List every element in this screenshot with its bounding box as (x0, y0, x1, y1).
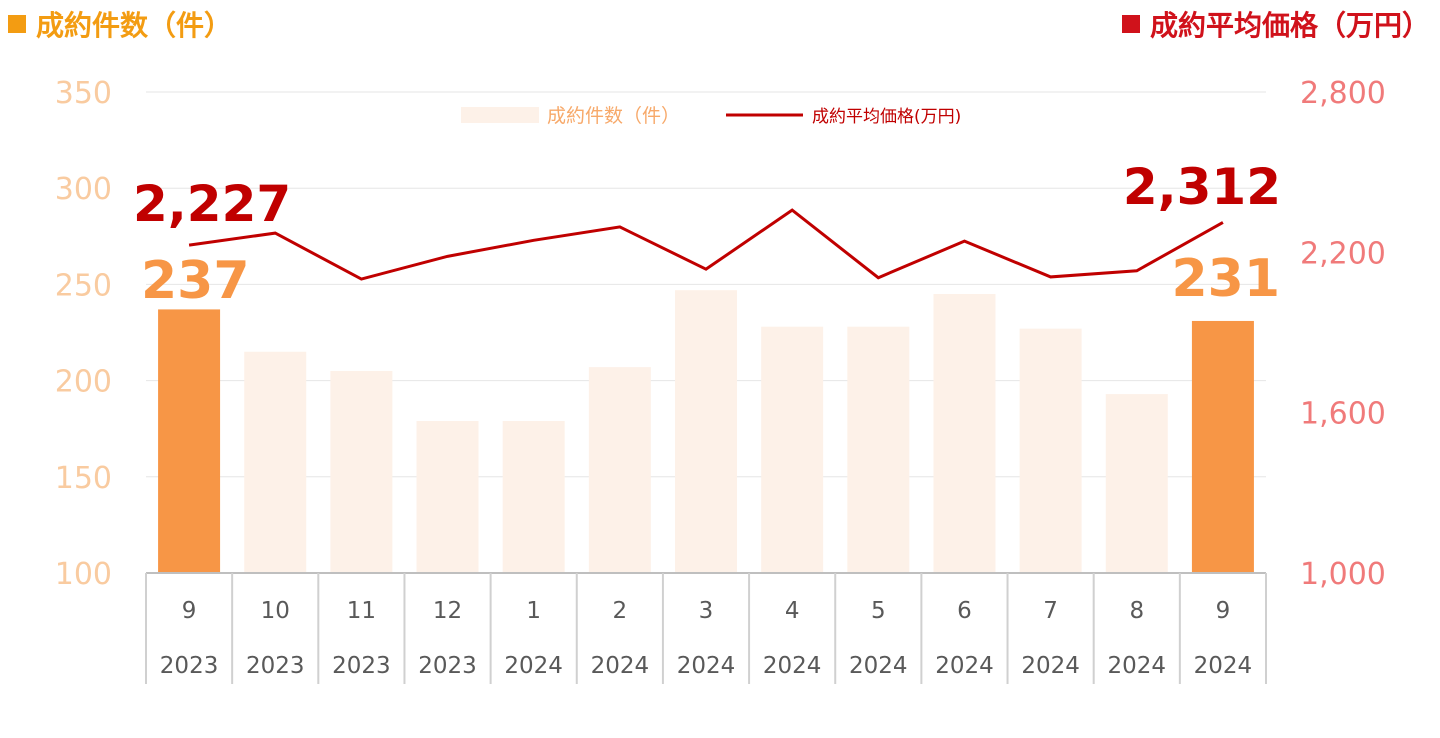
x-year-label: 2023 (332, 653, 391, 679)
bar (675, 290, 737, 573)
bar (1105, 394, 1168, 573)
left-tick-label: 100 (55, 557, 112, 592)
right-tick-label: 2,200 (1300, 236, 1386, 271)
data-label: 2,312 (1123, 158, 1281, 216)
x-month-label: 9 (1216, 598, 1231, 624)
x-month-label: 2 (613, 598, 628, 624)
x-month-label: 6 (957, 598, 972, 624)
x-axis-table: 9 2023 10 2023 11 2023 12 2023 1 2024 2 2024 3 2024 4 2… (145, 572, 1267, 684)
x-month-label: 11 (347, 598, 376, 624)
bar (502, 421, 565, 573)
x-year-label: 2024 (591, 653, 650, 679)
bar (416, 421, 479, 573)
x-year-label: 2023 (418, 653, 477, 679)
bar-series (158, 290, 1254, 573)
bar (244, 351, 307, 573)
x-year-label: 2024 (763, 653, 822, 679)
left-axis: 100 150 200 250 300 350 (55, 76, 112, 592)
data-label: 231 (1171, 249, 1280, 309)
right-tick-label: 2,800 (1300, 76, 1386, 111)
bar (847, 326, 910, 573)
x-year-label: 2023 (160, 653, 219, 679)
bar (1019, 328, 1082, 573)
bar (933, 294, 996, 573)
left-tick-label: 250 (55, 268, 112, 303)
x-month-label: 3 (699, 598, 714, 624)
x-year-label: 2024 (504, 653, 563, 679)
bar (588, 367, 651, 573)
left-tick-label: 150 (55, 461, 112, 496)
x-year-label: 2024 (849, 653, 908, 679)
data-label: 2,227 (133, 175, 291, 233)
x-month-label: 8 (1129, 598, 1144, 624)
left-title-square-icon (8, 15, 26, 33)
bar (1191, 320, 1254, 573)
right-title-text: 成約平均価格（万円） (1149, 9, 1430, 42)
price-line (188, 208, 1224, 281)
left-axis-title: 成約件数（件） (8, 4, 232, 44)
x-year-label: 2024 (1021, 653, 1080, 679)
x-month-label: 12 (433, 598, 462, 624)
left-title-text: 成約件数（件） (36, 9, 233, 42)
x-month-label: 10 (261, 598, 290, 624)
x-month-label: 7 (1043, 598, 1058, 624)
x-month-label: 9 (182, 598, 197, 624)
right-tick-label: 1,000 (1300, 557, 1386, 592)
right-title-square-icon (1121, 15, 1140, 33)
x-month-label: 1 (526, 598, 541, 624)
bar (761, 326, 824, 573)
right-tick-label: 1,600 (1300, 397, 1386, 432)
left-tick-label: 200 (55, 365, 112, 400)
x-year-label: 2024 (677, 653, 736, 679)
x-month-label: 5 (871, 598, 886, 624)
x-year-label: 2024 (1107, 653, 1166, 679)
left-tick-label: 300 (55, 172, 112, 207)
bar (330, 370, 393, 573)
x-year-label: 2024 (1194, 653, 1253, 679)
x-year-label: 2023 (246, 653, 305, 679)
right-axis-title: 成約平均価格（万円） (1121, 4, 1430, 44)
legend-bar-label: 成約件数（件） (547, 105, 680, 127)
x-month-label: 4 (785, 598, 800, 624)
x-year-label: 2024 (935, 653, 994, 679)
annotations: 2,227 2,312 237 231 (133, 158, 1281, 311)
legend: 成約件数（件） 成約平均価格(万円) (461, 105, 961, 127)
right-axis: 1,000 1,600 2,200 2,800 (1300, 76, 1386, 592)
line-series (188, 208, 1224, 281)
legend-line-label: 成約平均価格(万円) (812, 107, 961, 127)
bar (158, 309, 221, 573)
data-label: 237 (141, 251, 250, 311)
legend-bar-swatch (461, 107, 539, 123)
left-tick-label: 350 (55, 76, 112, 111)
